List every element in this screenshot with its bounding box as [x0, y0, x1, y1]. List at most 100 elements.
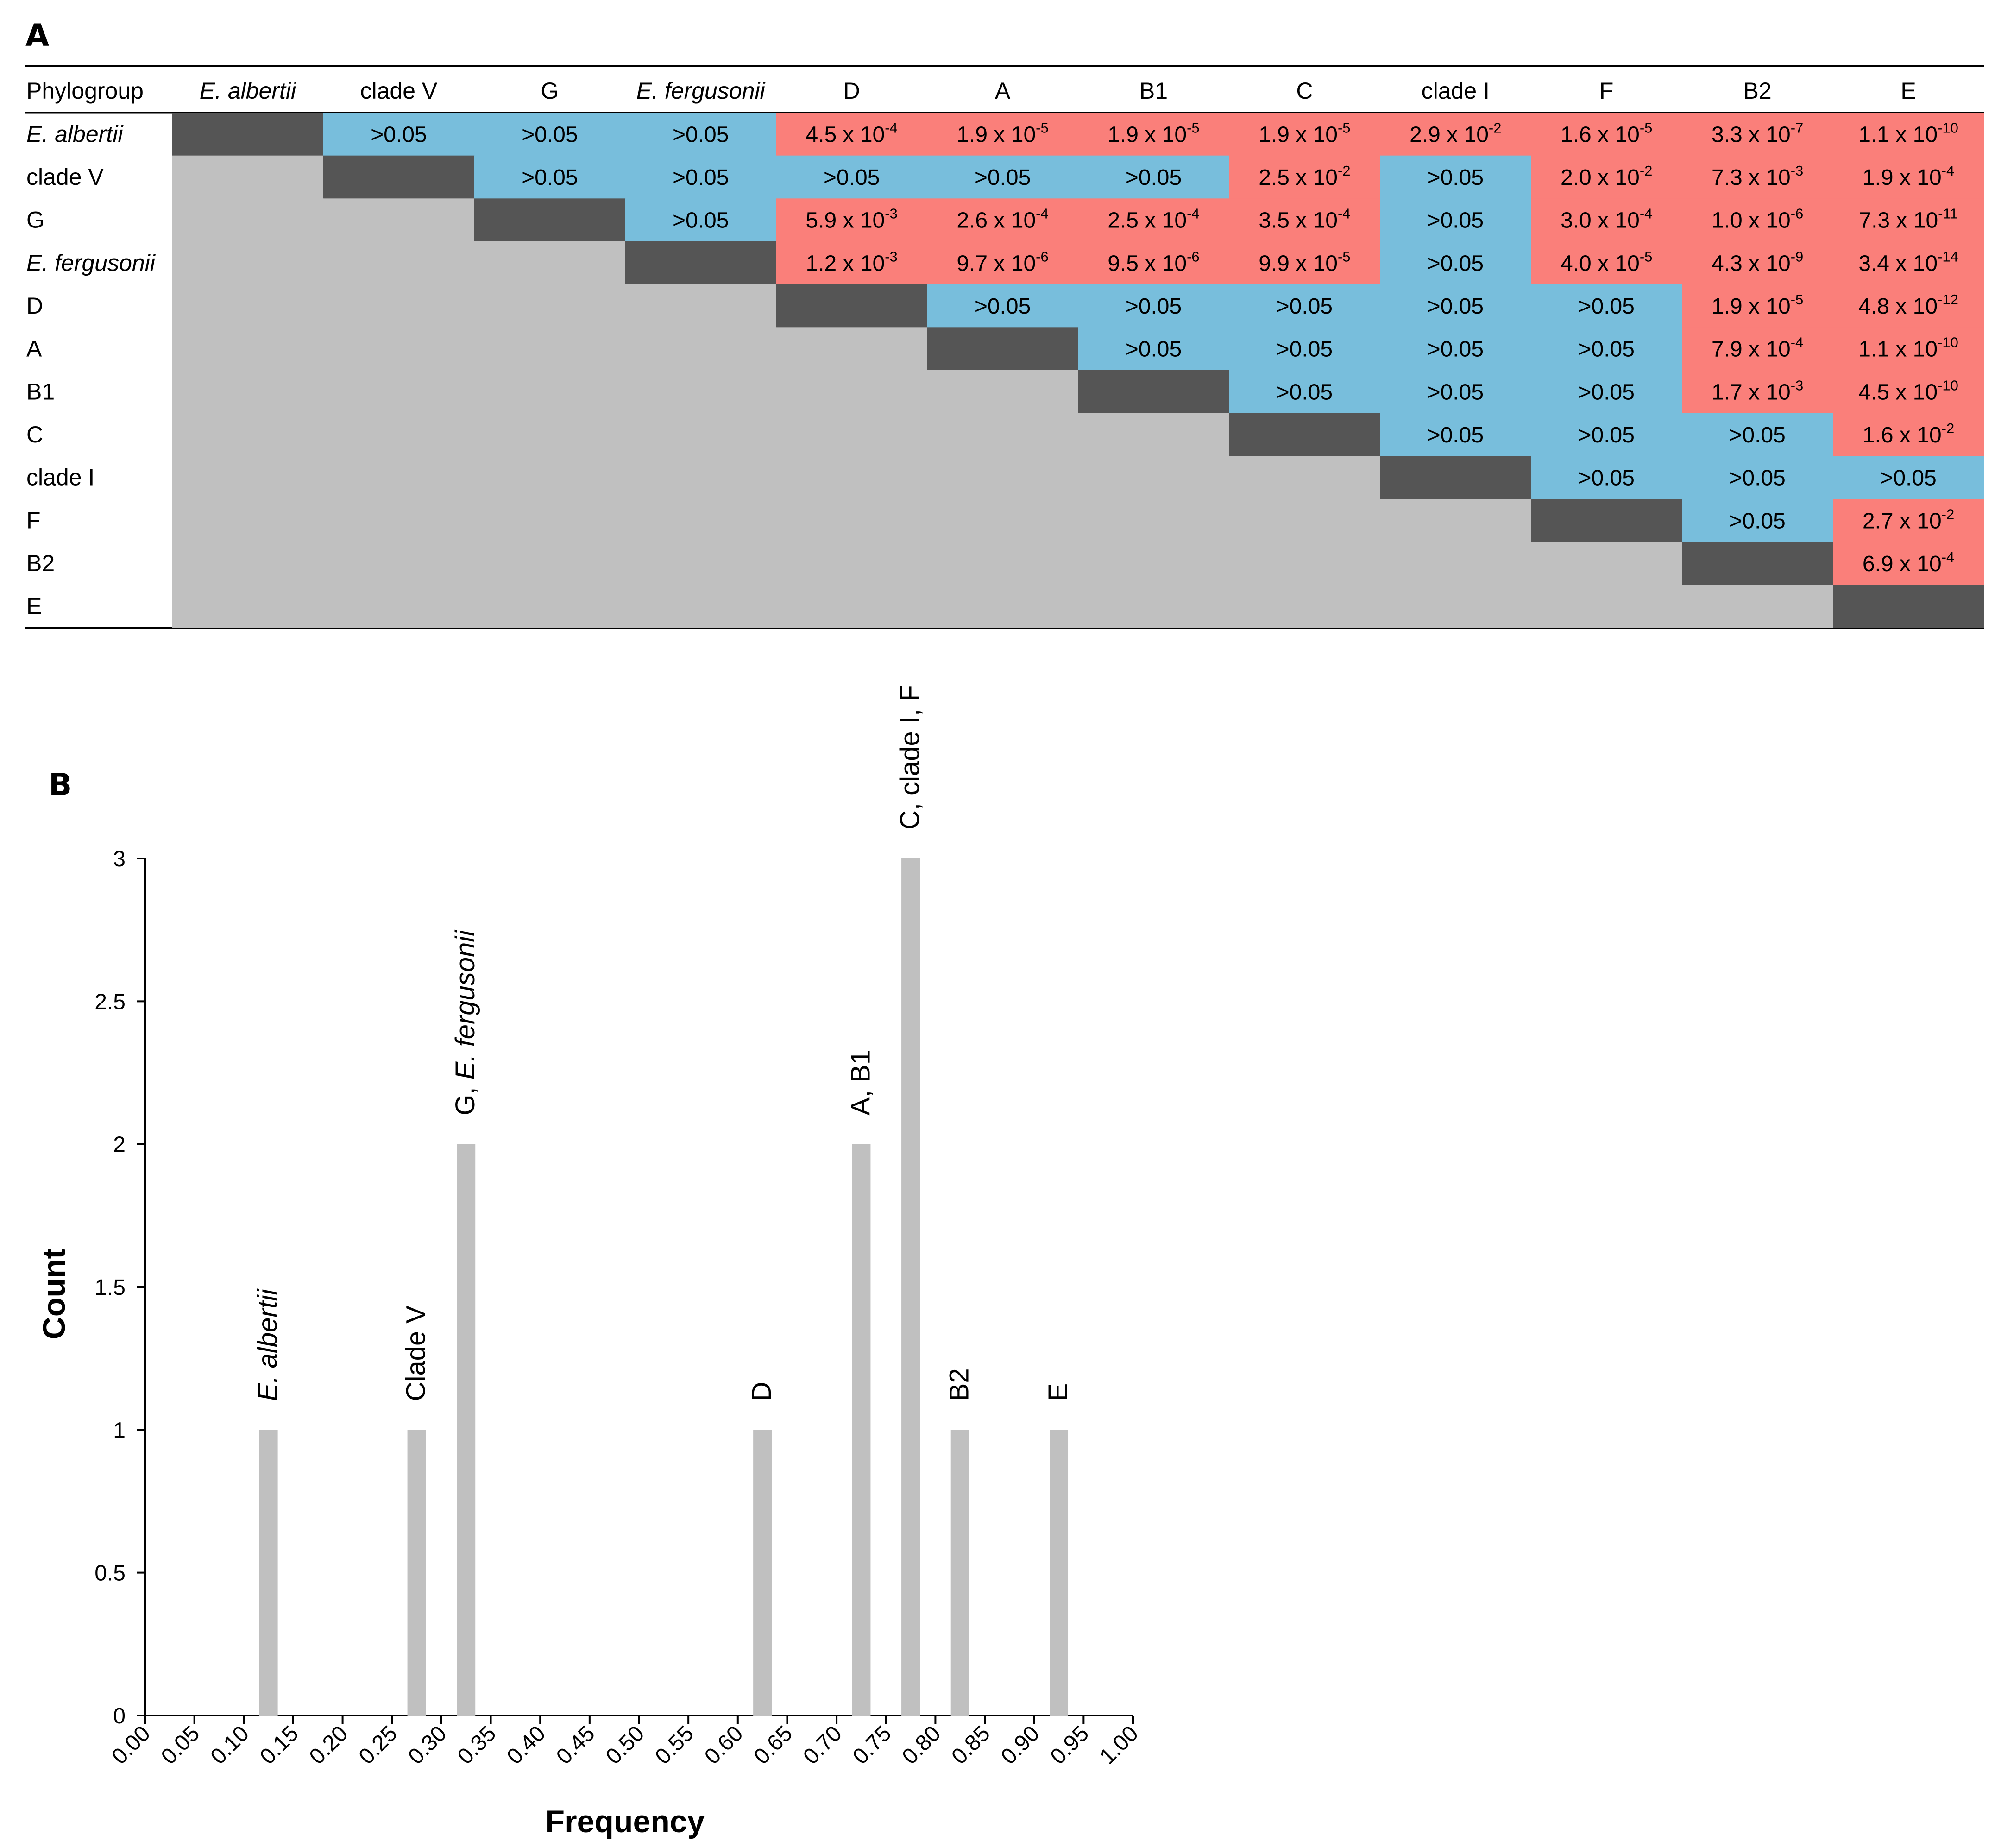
table-cell — [927, 113, 1079, 156]
table-cell — [1078, 585, 1230, 628]
table-cell — [172, 113, 324, 156]
table-cell — [625, 284, 777, 328]
table-cell — [625, 585, 777, 628]
pvalue-text: >0.05 — [1729, 423, 1785, 448]
table-cell — [1833, 456, 1984, 499]
table-cell — [1531, 155, 1682, 199]
table-cell — [172, 499, 324, 542]
table-cell — [474, 198, 626, 242]
pvalue-text: 4.3 x 10-9 — [1712, 248, 1803, 276]
table-cell — [323, 413, 475, 456]
row-header-d: D — [26, 293, 43, 319]
bar-label: Clade V — [401, 1306, 431, 1401]
table-cell — [927, 241, 1079, 285]
bar-e-albertii — [259, 1430, 278, 1716]
table-cell — [474, 113, 626, 156]
row-header-g: G — [26, 207, 44, 233]
table-cell — [625, 155, 777, 199]
col-header-c: C — [1296, 78, 1313, 104]
pvalue-text: 1.6 x 10-5 — [1561, 120, 1652, 147]
table-cell — [323, 499, 475, 542]
table-cell — [927, 198, 1079, 242]
pvalue-text: >0.05 — [1578, 466, 1634, 491]
pvalue-text: >0.05 — [1428, 208, 1484, 233]
table-cell — [927, 413, 1079, 456]
table-cell — [474, 155, 626, 199]
x-tick-label: 0.25 — [354, 1721, 402, 1769]
pvalue-text: 1.2 x 10-3 — [805, 248, 897, 276]
table-cell — [1078, 327, 1230, 371]
table-cell — [474, 241, 626, 285]
y-axis-title: Count — [37, 1249, 72, 1339]
table-cell — [1229, 327, 1380, 371]
table-cell — [1833, 499, 1984, 542]
bar-label: C, clade I, F — [895, 685, 925, 830]
table-cell — [1229, 198, 1380, 242]
table-cell — [323, 542, 475, 585]
table-cell — [1531, 327, 1682, 371]
table-cell — [625, 327, 777, 371]
pvalue-text: 1.9 x 10-5 — [956, 120, 1048, 147]
table-cell — [1531, 585, 1682, 628]
x-tick-label: 0.15 — [255, 1721, 303, 1769]
table-cell — [1380, 370, 1531, 414]
table-cell — [1682, 241, 1833, 285]
table-cell — [625, 198, 777, 242]
x-tick-label: 0.10 — [206, 1721, 254, 1769]
row-header-e-fergusonii: E. fergusonii — [26, 250, 156, 276]
table-cell — [1531, 113, 1682, 156]
table-cell — [172, 284, 324, 328]
table-cell — [776, 370, 928, 414]
table-cell — [625, 370, 777, 414]
pvalue-text: 1.1 x 10-10 — [1858, 334, 1958, 362]
table-cell — [1078, 542, 1230, 585]
pvalue-text: >0.05 — [1277, 337, 1333, 362]
table-cell — [776, 456, 928, 499]
pvalue-text: >0.05 — [1428, 165, 1484, 190]
row-header-e: E — [26, 593, 42, 619]
pvalue-text: 1.9 x 10-5 — [1107, 120, 1199, 147]
table-cell — [474, 327, 626, 371]
pvalue-text: >0.05 — [1126, 165, 1182, 190]
table-cell — [323, 585, 475, 628]
table-cell — [1682, 198, 1833, 242]
pvalue-text: 1.7 x 10-3 — [1712, 377, 1803, 404]
pvalue-text: 1.1 x 10-10 — [1858, 120, 1958, 147]
bar-label: E — [1043, 1383, 1073, 1401]
x-tick-label: 0.90 — [996, 1721, 1045, 1769]
table-cell — [323, 327, 475, 371]
pvalue-text: 4.0 x 10-5 — [1561, 248, 1652, 276]
table-cell — [172, 155, 324, 199]
pvalue-text: 1.9 x 10-4 — [1863, 163, 1954, 190]
table-cell — [1531, 413, 1682, 456]
table-cell — [1078, 113, 1230, 156]
table-cell — [1682, 113, 1833, 156]
pvalue-text: >0.05 — [824, 165, 880, 190]
table-cell — [625, 456, 777, 499]
pvalue-text: 2.5 x 10-2 — [1258, 163, 1350, 190]
pvalue-text: 2.7 x 10-2 — [1863, 506, 1954, 533]
table-cell — [625, 413, 777, 456]
table-cell — [776, 499, 928, 542]
pvalue-text: >0.05 — [673, 208, 729, 233]
table-cell — [474, 284, 626, 328]
pvalue-text: >0.05 — [1428, 294, 1484, 319]
table-cell — [474, 542, 626, 585]
pvalue-text: >0.05 — [1428, 380, 1484, 404]
x-tick-label: 0.85 — [947, 1721, 995, 1769]
table-cell — [927, 155, 1079, 199]
table-cell — [323, 241, 475, 285]
pvalue-text: 4.5 x 10-4 — [805, 120, 897, 147]
x-tick-label: 0.30 — [403, 1721, 452, 1769]
pvalue-text: >0.05 — [1729, 509, 1785, 533]
table-cell — [1833, 542, 1984, 585]
table-cell — [323, 284, 475, 328]
table-cell — [1682, 155, 1833, 199]
pvalue-text: 7.3 x 10-3 — [1712, 163, 1803, 190]
table-cell — [1833, 198, 1984, 242]
table-cell — [1833, 370, 1984, 414]
table-cell — [1380, 198, 1531, 242]
table-cell — [474, 413, 626, 456]
table-cell — [1078, 198, 1230, 242]
table-cell — [625, 542, 777, 585]
